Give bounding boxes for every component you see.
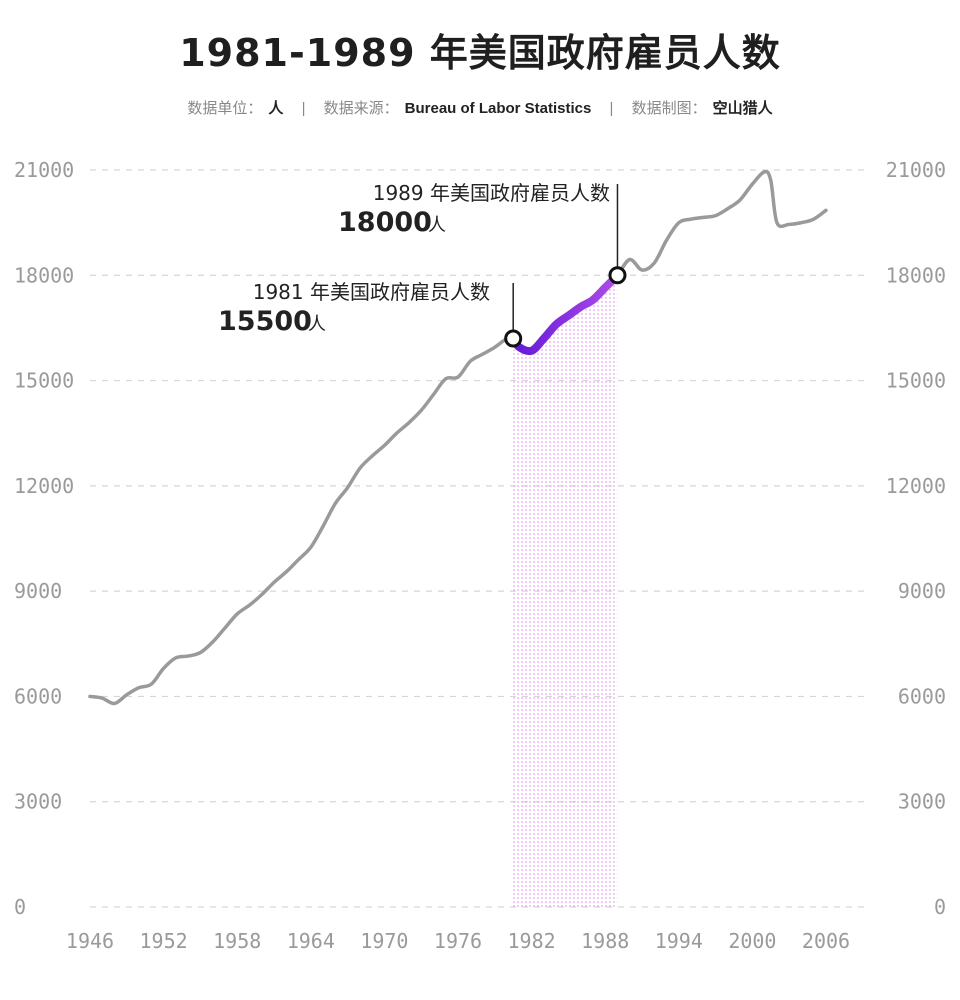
author-value: 空山猎人 [712, 100, 773, 117]
x-tick-label: 1952 [140, 929, 188, 953]
annotation-marker [608, 266, 627, 285]
annotation-label: 1989 年美国政府雇员人数 [373, 181, 610, 205]
y-tick-label-left: 21000 [14, 158, 74, 182]
highlight-dots [513, 275, 618, 907]
x-tick-label: 1988 [581, 929, 629, 953]
x-tick-label: 1946 [66, 929, 114, 953]
highlight-region [513, 275, 618, 907]
y-tick-label-right: 15000 [886, 369, 946, 393]
meta-separator-2: | [609, 100, 614, 117]
y-tick-label-right: 0 [934, 895, 946, 919]
y-tick-label-right: 3000 [898, 790, 946, 814]
meta-separator-1: | [301, 100, 306, 117]
x-tick-label: 1964 [287, 929, 335, 953]
y-tick-label-left: 3000 [14, 790, 62, 814]
annotation-unit: 人 [428, 215, 446, 236]
unit-label: 数据单位： [187, 100, 263, 117]
y-tick-label-right: 21000 [886, 158, 946, 182]
chart-meta: 数据单位： 人 | 数据来源： Bureau of Labor Statistics… [0, 97, 960, 118]
annotation-value: 18000 [338, 207, 432, 238]
y-tick-label-right: 6000 [898, 684, 946, 708]
grid-lines [90, 169, 870, 908]
y-tick-label-left: 0 [14, 895, 26, 919]
source-value: Bureau of Labor Statistics [404, 100, 592, 117]
y-tick-label-left: 6000 [14, 684, 62, 708]
x-tick-label: 1982 [508, 929, 556, 953]
data-lines [88, 169, 828, 706]
annotation-value: 15500 [218, 306, 312, 337]
x-tick-label: 2000 [728, 929, 776, 953]
unit-value: 人 [268, 100, 284, 117]
annotation-marker [504, 329, 523, 348]
x-tick-label: 2006 [802, 929, 850, 953]
chart-title: 1981-1989 年美国政府雇员人数 [179, 31, 781, 75]
y-tick-label-left: 12000 [14, 474, 74, 498]
y-tick-label-left: 9000 [14, 579, 62, 603]
y-tick-label-left: 15000 [14, 369, 74, 393]
y-tick-label-left: 18000 [14, 263, 74, 287]
y-tick-label-right: 12000 [886, 474, 946, 498]
y-tick-label-right: 9000 [898, 579, 946, 603]
author-label: 数据制图： [631, 100, 707, 117]
x-tick-label: 1958 [213, 929, 261, 953]
x-tick-label: 1976 [434, 929, 482, 953]
axis-ticks: 0 0 3000 3000 6000 6000 9000 9000 12000 12000 1500… [14, 158, 946, 953]
y-tick-label-right: 18000 [886, 263, 946, 287]
annotation-label: 1981 年美国政府雇员人数 [253, 280, 490, 304]
highlight-line [509, 271, 622, 356]
x-tick-label: 1994 [655, 929, 703, 953]
x-tick-label: 1970 [360, 929, 408, 953]
annotation-unit: 人 [308, 314, 326, 335]
series-line [88, 169, 828, 706]
source-label: 数据来源： [323, 100, 399, 117]
